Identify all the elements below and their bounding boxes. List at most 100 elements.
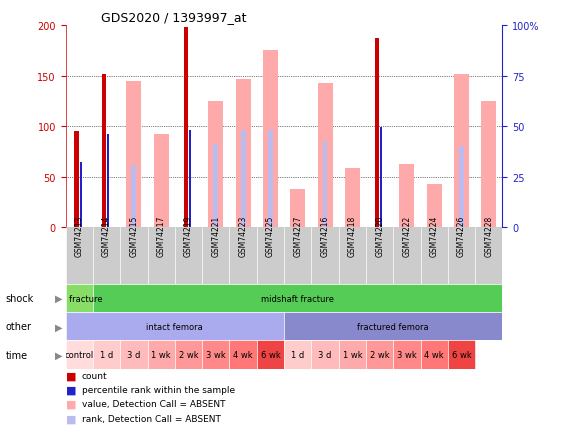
Text: GSM74217: GSM74217 bbox=[156, 215, 166, 256]
Text: GSM74221: GSM74221 bbox=[211, 215, 220, 256]
Bar bbox=[175, 228, 202, 284]
Text: 1 wk: 1 wk bbox=[151, 350, 171, 359]
Bar bbox=[236, 79, 251, 228]
Text: 6 wk: 6 wk bbox=[260, 350, 280, 359]
Bar bbox=[66, 284, 93, 312]
Text: 1 wk: 1 wk bbox=[343, 350, 362, 359]
Text: GSM74225: GSM74225 bbox=[266, 215, 275, 256]
Bar bbox=[268, 131, 273, 228]
Bar bbox=[66, 312, 284, 341]
Bar bbox=[147, 341, 175, 369]
Text: percentile rank within the sample: percentile rank within the sample bbox=[82, 385, 235, 394]
Bar bbox=[93, 341, 120, 369]
Bar bbox=[230, 228, 257, 284]
Text: 3 wk: 3 wk bbox=[206, 350, 226, 359]
Text: 6 wk: 6 wk bbox=[452, 350, 472, 359]
Text: 2 wk: 2 wk bbox=[179, 350, 198, 359]
Text: intact femora: intact femora bbox=[147, 322, 203, 331]
Text: GSM74213: GSM74213 bbox=[75, 215, 84, 256]
Bar bbox=[366, 341, 393, 369]
Text: ■: ■ bbox=[66, 414, 76, 423]
Bar bbox=[240, 131, 246, 228]
Text: control: control bbox=[65, 350, 94, 359]
Text: 3 wk: 3 wk bbox=[397, 350, 417, 359]
Bar bbox=[80, 162, 82, 228]
Bar bbox=[375, 39, 379, 228]
Bar bbox=[175, 341, 202, 369]
Text: time: time bbox=[6, 350, 28, 360]
Bar bbox=[202, 341, 230, 369]
Text: GSM74216: GSM74216 bbox=[320, 215, 329, 256]
Bar bbox=[393, 341, 421, 369]
Bar bbox=[284, 341, 311, 369]
Bar bbox=[214, 145, 218, 228]
Text: no fracture: no fracture bbox=[56, 294, 103, 303]
Bar bbox=[345, 168, 360, 228]
Text: 2 wk: 2 wk bbox=[370, 350, 389, 359]
Bar bbox=[107, 135, 109, 228]
Text: 3 d: 3 d bbox=[319, 350, 332, 359]
Bar bbox=[317, 84, 332, 228]
Bar bbox=[257, 228, 284, 284]
Bar bbox=[311, 228, 339, 284]
Bar bbox=[120, 228, 147, 284]
Bar bbox=[284, 228, 311, 284]
Bar bbox=[184, 28, 188, 228]
Text: midshaft fracture: midshaft fracture bbox=[261, 294, 334, 303]
Text: ■: ■ bbox=[66, 385, 76, 395]
Bar bbox=[366, 228, 393, 284]
Text: rank, Detection Call = ABSENT: rank, Detection Call = ABSENT bbox=[82, 414, 220, 423]
Bar bbox=[311, 341, 339, 369]
Bar bbox=[454, 75, 469, 228]
Bar bbox=[120, 341, 147, 369]
Bar bbox=[284, 312, 502, 341]
Text: GSM74220: GSM74220 bbox=[375, 215, 384, 256]
Text: 4 wk: 4 wk bbox=[234, 350, 253, 359]
Text: ■: ■ bbox=[66, 399, 76, 409]
Bar bbox=[257, 341, 284, 369]
Bar bbox=[290, 190, 305, 228]
Text: ▶: ▶ bbox=[55, 293, 63, 303]
Text: GSM74215: GSM74215 bbox=[130, 215, 138, 256]
Bar bbox=[202, 228, 230, 284]
Text: GDS2020 / 1393997_at: GDS2020 / 1393997_at bbox=[100, 10, 246, 23]
Bar bbox=[102, 75, 106, 228]
Text: count: count bbox=[82, 371, 107, 380]
Bar bbox=[154, 135, 168, 228]
Text: GSM74224: GSM74224 bbox=[430, 215, 439, 256]
Bar bbox=[66, 228, 93, 284]
Bar bbox=[147, 228, 175, 284]
Bar bbox=[126, 82, 142, 228]
Bar bbox=[421, 228, 448, 284]
Text: 1 d: 1 d bbox=[291, 350, 304, 359]
Text: value, Detection Call = ABSENT: value, Detection Call = ABSENT bbox=[82, 400, 225, 408]
Bar bbox=[74, 132, 79, 228]
Bar bbox=[400, 164, 415, 228]
Text: GSM74218: GSM74218 bbox=[348, 215, 357, 256]
Bar bbox=[208, 102, 223, 228]
Text: shock: shock bbox=[6, 293, 34, 303]
Bar bbox=[481, 102, 496, 228]
Text: GSM74222: GSM74222 bbox=[403, 215, 412, 256]
Text: GSM74228: GSM74228 bbox=[484, 215, 493, 256]
Bar bbox=[475, 228, 502, 284]
Text: GSM74223: GSM74223 bbox=[239, 215, 248, 256]
Bar bbox=[131, 165, 136, 228]
Text: GSM74214: GSM74214 bbox=[102, 215, 111, 256]
Bar bbox=[93, 228, 120, 284]
Bar bbox=[230, 341, 257, 369]
Text: fractured femora: fractured femora bbox=[357, 322, 429, 331]
Text: ■: ■ bbox=[66, 371, 76, 380]
Bar bbox=[66, 341, 93, 369]
Bar bbox=[189, 131, 191, 228]
Bar bbox=[263, 51, 278, 228]
Text: GSM74219: GSM74219 bbox=[184, 215, 193, 256]
Bar bbox=[459, 147, 464, 228]
Bar bbox=[448, 341, 475, 369]
Bar bbox=[448, 228, 475, 284]
Bar bbox=[323, 142, 328, 228]
Bar bbox=[339, 228, 366, 284]
Text: GSM74227: GSM74227 bbox=[293, 215, 302, 256]
Bar bbox=[421, 341, 448, 369]
Text: other: other bbox=[6, 322, 32, 332]
